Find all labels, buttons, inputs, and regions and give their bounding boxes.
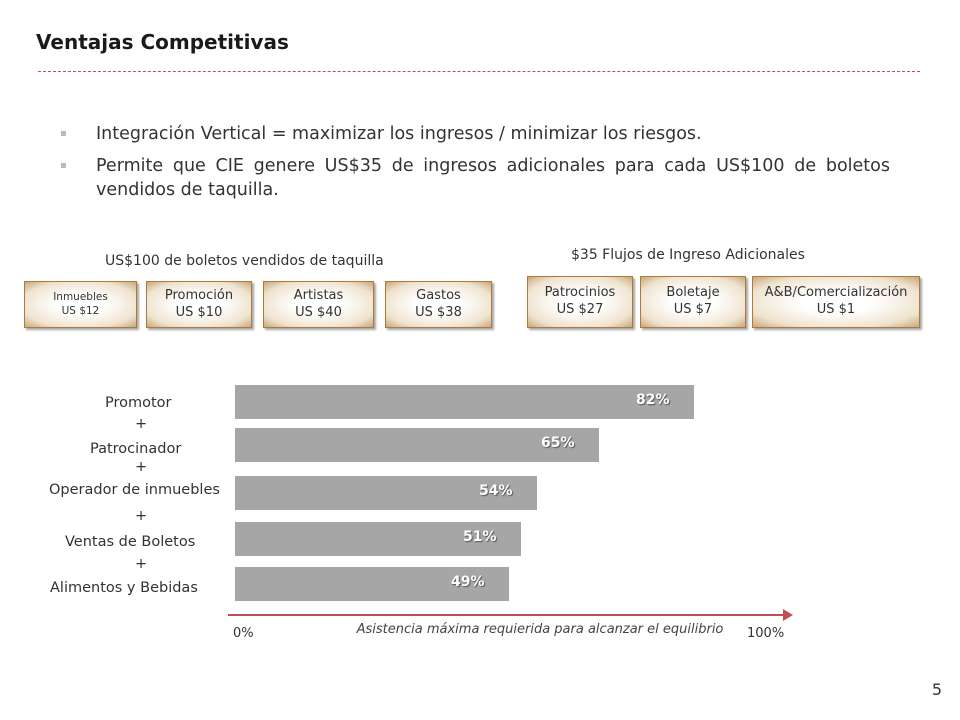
plus-sign: +: [135, 459, 148, 475]
box-value: US $27: [556, 302, 604, 317]
row-label-operador-inmuebles: Operador de inmuebles: [49, 482, 220, 498]
cost-box-promocion: Promoción US $10: [146, 281, 252, 328]
box-value: US $40: [295, 304, 342, 320]
slide-title: Ventajas Competitivas: [36, 30, 289, 54]
row-label-promotor: Promotor: [105, 395, 172, 411]
bullet-item: Permite que CIE genere US$35 de ingresos…: [60, 154, 890, 202]
row-label-alimentos-bebidas: Alimentos y Bebidas: [50, 580, 198, 596]
box-name: A&B/Comercialización: [764, 285, 908, 301]
box-value: US $10: [175, 304, 223, 320]
plus-sign: +: [135, 556, 148, 572]
box-name: Inmuebles: [53, 290, 108, 303]
cost-box-gastos: Gastos US $38: [385, 281, 492, 328]
title-divider: [38, 71, 920, 72]
bar-promotor: 82%: [235, 385, 694, 419]
plus-sign: +: [135, 416, 148, 432]
cost-box-inmuebles: Inmuebles US $12: [24, 281, 137, 328]
page-number: 5: [931, 680, 942, 699]
box-name: Promoción: [164, 287, 234, 303]
x-axis-line: [228, 614, 786, 616]
x-axis-min-label: 0%: [233, 626, 254, 641]
bar-ventas-boletos: 51%: [235, 522, 521, 556]
bullet-list: Integración Vertical = maximizar los ing…: [60, 122, 890, 210]
right-group-label: $35 Flujos de Ingreso Adicionales: [571, 247, 805, 263]
x-axis-max-label: 100%: [747, 626, 785, 641]
x-axis-title: Asistencia máxima requierida para alcanz…: [356, 622, 724, 637]
row-label-patrocinador: Patrocinador: [90, 441, 182, 457]
bar-patrocinador: 65%: [235, 428, 599, 462]
row-label-ventas-boletos: Ventas de Boletos: [65, 534, 196, 550]
box-value: US $1: [816, 302, 856, 317]
box-name: Boletaje: [666, 285, 720, 301]
revenue-box-patrocinios: Patrocinios US $27: [527, 276, 633, 328]
box-name: Artistas: [293, 287, 344, 303]
box-name: Gastos: [416, 287, 461, 303]
left-group-label: US$100 de boletos vendidos de taquilla: [105, 253, 384, 269]
revenue-box-boletaje: Boletaje US $7: [640, 276, 746, 328]
bar-value-label: 54%: [479, 483, 513, 499]
bar-value-label: 82%: [636, 392, 670, 408]
box-name: Patrocinios: [544, 285, 616, 301]
bar-value-label: 49%: [451, 574, 485, 590]
bar-value-label: 51%: [463, 529, 497, 545]
box-value: US $38: [415, 304, 462, 320]
box-value: US $7: [673, 302, 713, 317]
bullet-item: Integración Vertical = maximizar los ing…: [60, 122, 890, 146]
box-value: US $12: [61, 304, 100, 317]
x-axis-arrow-icon: [783, 609, 793, 621]
bar-alimentos-bebidas: 49%: [235, 567, 509, 601]
plus-sign: +: [135, 508, 148, 524]
bar-operador-inmuebles: 54%: [235, 476, 537, 510]
bar-value-label: 65%: [541, 435, 575, 451]
cost-box-artistas: Artistas US $40: [263, 281, 374, 328]
revenue-box-ab-comercializacion: A&B/Comercialización US $1: [752, 276, 920, 328]
